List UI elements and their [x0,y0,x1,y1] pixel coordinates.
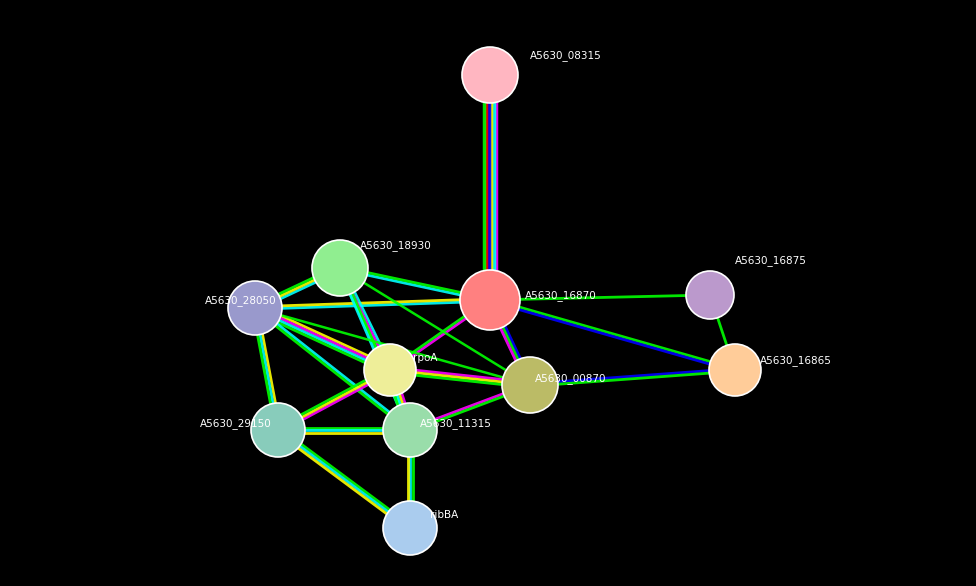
Circle shape [383,403,437,457]
Text: A5630_16875: A5630_16875 [735,255,807,266]
Text: A5630_29150: A5630_29150 [200,418,271,429]
Text: A5630_28050: A5630_28050 [205,295,276,306]
Circle shape [460,270,520,330]
Circle shape [251,403,305,457]
Circle shape [228,281,282,335]
Text: A5630_00870: A5630_00870 [535,373,606,384]
Circle shape [462,47,518,103]
Circle shape [502,357,558,413]
Text: A5630_18930: A5630_18930 [360,240,431,251]
Text: ribBA: ribBA [430,510,459,520]
Text: A5630_16865: A5630_16865 [760,355,832,366]
Text: A5630_08315: A5630_08315 [530,50,602,61]
Circle shape [383,501,437,555]
Text: A5630_16870: A5630_16870 [525,290,596,301]
Circle shape [709,344,761,396]
Circle shape [686,271,734,319]
Text: A5630_11315: A5630_11315 [420,418,492,429]
Circle shape [364,344,416,396]
Circle shape [312,240,368,296]
Text: rpoA: rpoA [413,353,437,363]
